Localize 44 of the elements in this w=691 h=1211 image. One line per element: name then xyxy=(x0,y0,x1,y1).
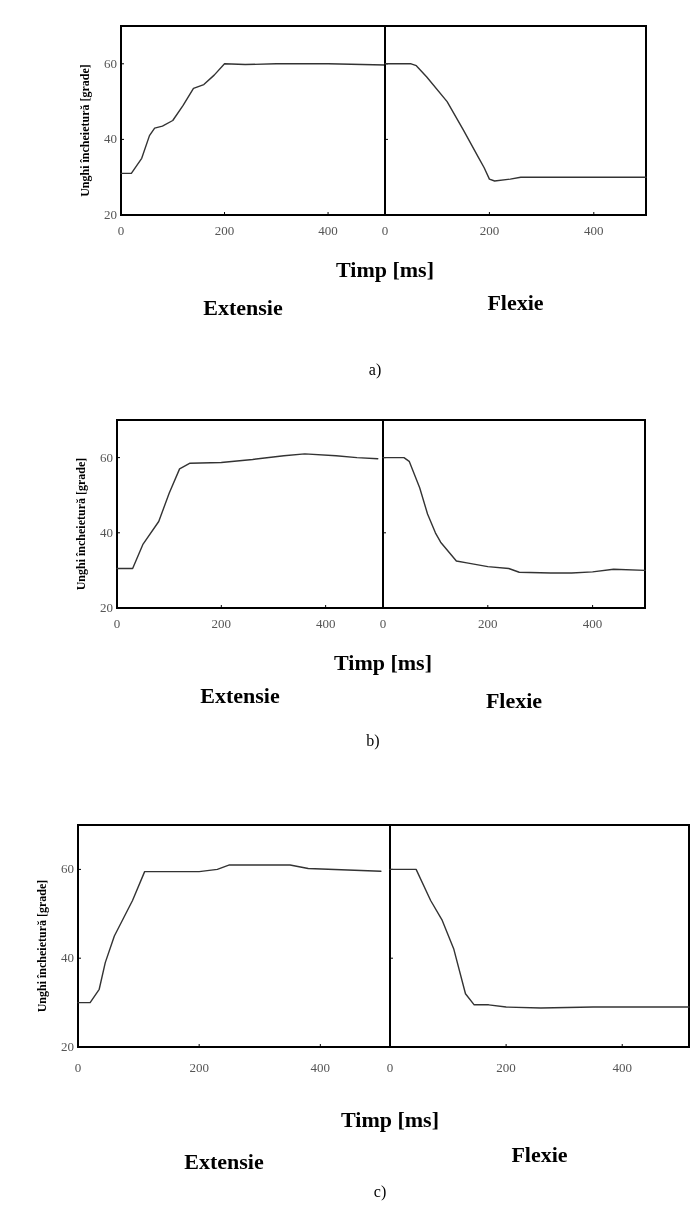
y-tick-label: 60 xyxy=(100,449,113,465)
x-tick-label: 0 xyxy=(117,223,125,238)
x-tick-label: 0 xyxy=(113,616,121,631)
y-tick-label: 40 xyxy=(104,131,117,147)
line-series xyxy=(77,864,382,1004)
y-tick-label: 60 xyxy=(104,55,117,71)
x-tick-label: 400 xyxy=(310,1060,331,1075)
text: Extensie xyxy=(184,1149,264,1174)
text: Flexie xyxy=(485,688,543,713)
line-series xyxy=(116,453,379,570)
x-tick-label: 200 xyxy=(189,1060,209,1075)
x-axis-title: Timp [ms] xyxy=(341,1107,439,1132)
x-axis-title: Timp [ms] xyxy=(334,650,432,675)
text: b) xyxy=(366,732,380,750)
x-tick-label: 200 xyxy=(479,223,500,238)
x-tick-label: 400 xyxy=(584,223,604,238)
y-tick-label: 60 xyxy=(61,861,74,877)
x-tick-label: 400 xyxy=(612,1060,632,1075)
x-tick-label: 400 xyxy=(315,616,336,631)
x-tick-label: 0 xyxy=(381,223,389,238)
x-tick-label: 0 xyxy=(74,1060,82,1075)
x-tick-label: 0 xyxy=(386,1060,394,1075)
y-tick-label: 40 xyxy=(61,950,74,966)
text: Flexie xyxy=(487,290,544,315)
y-tick-label: 20 xyxy=(100,600,113,615)
y-tick-label: 20 xyxy=(104,207,117,222)
text: Flexie xyxy=(511,1142,568,1167)
text: a) xyxy=(368,361,382,379)
x-tick-label: 0 xyxy=(379,616,387,631)
y-tick-label: 20 xyxy=(61,1039,74,1054)
text: Extensie xyxy=(200,683,280,708)
x-axis-title: Timp [ms] xyxy=(336,257,434,282)
x-tick-label: 400 xyxy=(318,223,338,238)
text: Extensie xyxy=(203,295,283,320)
text: c) xyxy=(373,1183,387,1201)
x-tick-label: 200 xyxy=(496,1060,516,1075)
y-axis-title: Unghi încheietură [grade] xyxy=(74,457,88,591)
y-axis-title: Unghi încheietură [grade] xyxy=(78,64,92,197)
y-axis-title: Unghi încheietură [grade] xyxy=(35,879,49,1013)
x-tick-label: 200 xyxy=(214,223,235,238)
x-tick-label: 200 xyxy=(478,616,498,631)
x-tick-label: 200 xyxy=(211,616,232,631)
y-tick-label: 40 xyxy=(100,524,113,540)
x-tick-label: 400 xyxy=(582,616,603,631)
